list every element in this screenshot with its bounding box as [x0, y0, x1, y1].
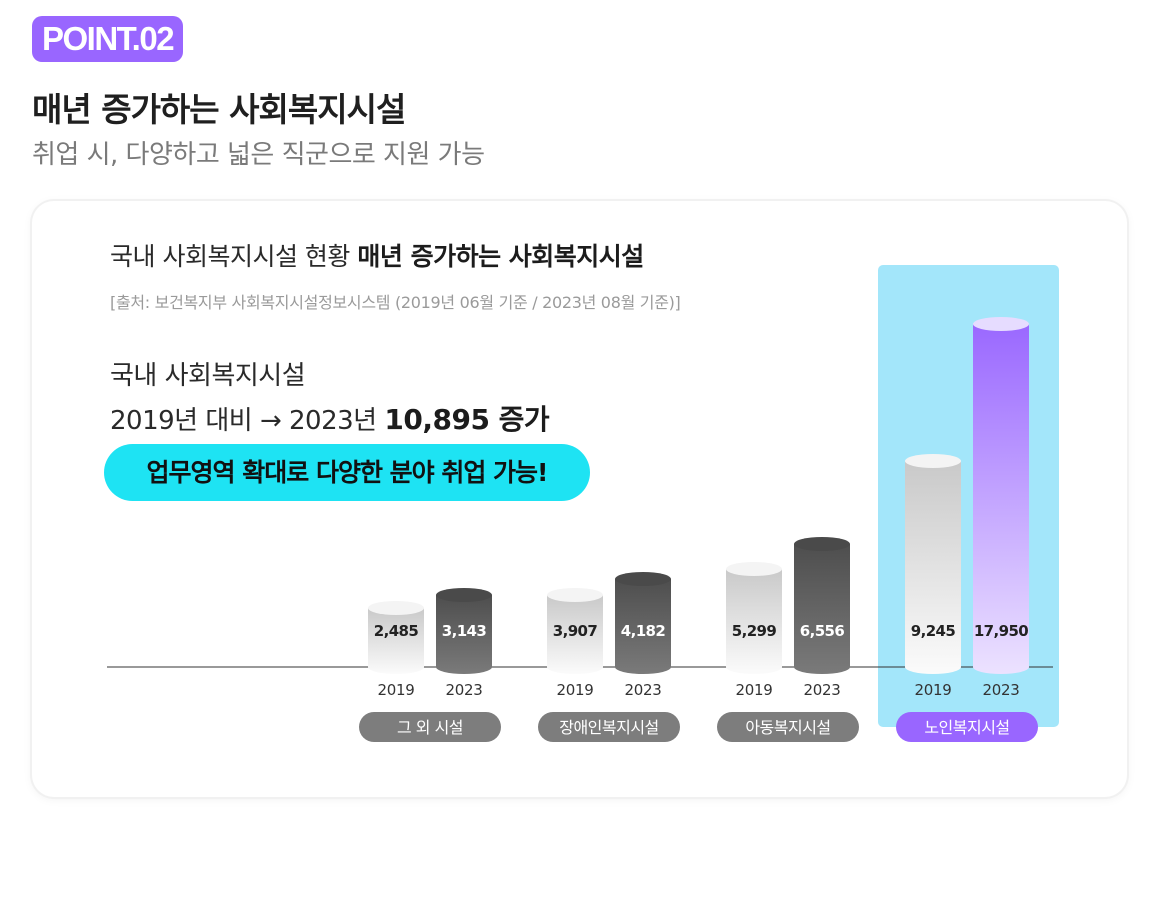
card-heading-prefix: 국내 사회복지시설 현황	[110, 242, 350, 271]
summary-line-1: 국내 사회복지시설	[110, 361, 306, 391]
value-label-2019-3: 9,245	[911, 622, 956, 640]
category-label-2: 아동복지시설	[745, 718, 830, 737]
bar-cap-2019-0	[368, 601, 424, 615]
page-subtitle: 취업 시, 다양하고 넓은 직군으로 지원 가능	[32, 140, 485, 170]
callout-pill: 업무영역 확대로 다양한 분야 취업 가능!	[104, 444, 590, 501]
value-label-2023-3: 17,950	[974, 622, 1028, 640]
bar-2019-2	[726, 569, 782, 674]
year-label-2019-2: 2019	[736, 681, 773, 699]
year-label-2019-0: 2019	[378, 681, 415, 699]
year-label-2023-3: 2023	[983, 681, 1020, 699]
category-label-1: 장애인복지시설	[559, 718, 659, 737]
value-label-2023-1: 4,182	[621, 622, 666, 640]
bar-cap-2019-1	[547, 588, 603, 602]
bar-2023-0	[436, 595, 492, 674]
bar-2019-0	[368, 608, 424, 674]
category-label-0: 그 외 시설	[397, 718, 463, 737]
summary-increase-value: 10,895 증가	[384, 403, 550, 436]
category-pill-3	[896, 712, 1038, 742]
summary-line-2-prefix: 2019년 대비 → 2023년	[110, 406, 377, 436]
value-label-2019-2: 5,299	[732, 622, 777, 640]
category-pill-1	[538, 712, 680, 742]
bar-cap-2019-2	[726, 562, 782, 576]
bar-2019-1	[547, 595, 603, 674]
bar-cap-2023-2	[794, 537, 850, 551]
summary-line-2: 2019년 대비 → 2023년 10,895 증가	[110, 398, 550, 438]
page-title: 매년 증가하는 사회복지시설	[32, 90, 406, 129]
card-heading: 국내 사회복지시설 현황 매년 증가하는 사회복지시설	[110, 237, 644, 273]
year-label-2023-1: 2023	[625, 681, 662, 699]
year-label-2019-3: 2019	[915, 681, 952, 699]
category-pill-0	[359, 712, 501, 742]
value-label-2023-0: 3,143	[442, 622, 487, 640]
source-note: [출처: 보건복지부 사회복지시설정보시스템 (2019년 06월 기준 / 2…	[110, 293, 681, 312]
bar-cap-2023-1	[615, 572, 671, 586]
bar-2023-2	[794, 544, 850, 674]
point-badge: POINT.02	[32, 16, 184, 62]
bar-cap-2023-0	[436, 588, 492, 602]
year-label-2023-0: 2023	[446, 681, 483, 699]
year-label-2019-1: 2019	[557, 681, 594, 699]
value-label-2023-2: 6,556	[800, 622, 845, 640]
category-label-3: 노인복지시설	[924, 718, 1009, 737]
bar-2019-3	[905, 461, 961, 674]
card-heading-bold: 매년 증가하는 사회복지시설	[357, 242, 644, 271]
bar-cap-2019-3	[905, 454, 961, 468]
bar-cap-2023-3	[973, 317, 1029, 331]
bar-2023-1	[615, 579, 671, 674]
bar-2023-3	[973, 324, 1029, 674]
year-label-2023-2: 2023	[804, 681, 841, 699]
category-pill-2	[717, 712, 859, 742]
value-label-2019-1: 3,907	[553, 622, 598, 640]
value-label-2019-0: 2,485	[374, 622, 419, 640]
